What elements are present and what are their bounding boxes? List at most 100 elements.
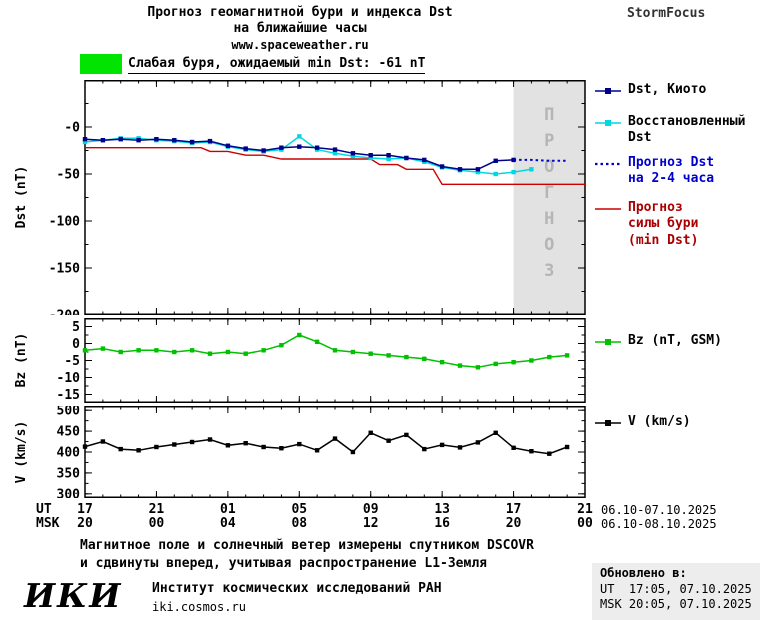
series-marker <box>82 348 88 353</box>
series-marker <box>154 444 159 450</box>
series-marker <box>368 351 373 356</box>
series-marker <box>350 151 356 156</box>
storm-level-swatch <box>80 54 122 74</box>
series-marker <box>368 430 373 435</box>
y-tick-label: -200 <box>49 309 80 316</box>
series-marker <box>136 138 141 143</box>
legend-item-forecast-dst: Прогноз Dst на 2-4 часа <box>595 155 714 188</box>
v-chart-panel: 500 450 400 350 300 <box>57 406 586 498</box>
series-marker <box>172 442 177 447</box>
series-marker <box>82 137 88 142</box>
brand-label: StormFocus <box>627 6 706 21</box>
series-marker <box>118 349 123 355</box>
series-marker <box>207 437 213 442</box>
legend-marker-restored-dst-icon <box>595 120 621 126</box>
msk-tick-row: 20 00 04 08 12 16 20 00 <box>0 516 760 531</box>
y-tick-label: -100 <box>49 215 80 230</box>
legend-item-storm-strength: Прогноз силы бури (min Dst) <box>595 200 698 249</box>
series-marker <box>368 155 373 161</box>
x-tick-label: 08 <box>291 516 308 531</box>
series-marker <box>457 445 463 450</box>
forecast-label: Г <box>544 183 554 203</box>
series-line <box>84 135 532 175</box>
series-marker <box>422 446 427 452</box>
series-marker <box>332 151 338 156</box>
series-marker <box>118 446 123 452</box>
updated-ut: UT 17:05, 07.10.2025 <box>600 582 752 596</box>
series-marker <box>511 445 516 450</box>
series-line <box>84 431 568 455</box>
series-marker <box>136 348 141 353</box>
iki-logo: ИКИ <box>24 576 123 615</box>
series-marker <box>243 146 248 151</box>
y-tick-label: 0 <box>72 337 80 352</box>
storm-alert-text: Слабая буря, ожидаемый min Dst: -61 nT <box>128 56 426 74</box>
series-marker <box>386 156 391 162</box>
series-marker <box>172 349 177 355</box>
series-marker <box>439 360 445 365</box>
legend-label-forecast-dst: Прогноз Dst на 2-4 часа <box>628 155 715 187</box>
series-marker <box>154 137 159 142</box>
series-marker <box>243 351 248 356</box>
series-marker <box>189 348 195 353</box>
series-marker <box>475 169 481 175</box>
series-marker <box>564 444 570 450</box>
series-marker <box>564 353 570 358</box>
series-marker <box>439 164 445 169</box>
series-marker <box>189 439 195 445</box>
series-line <box>513 158 568 162</box>
series-line <box>84 138 514 171</box>
series-marker <box>475 167 481 172</box>
series-marker <box>82 444 88 449</box>
series-marker <box>207 351 213 356</box>
ut-axis-label: UT <box>36 502 52 517</box>
series-marker <box>422 157 427 163</box>
y-tick-label: -5 <box>64 354 80 369</box>
series-marker <box>261 348 266 353</box>
series-marker <box>100 138 106 143</box>
institute-site[interactable]: iki.cosmos.ru <box>152 600 246 614</box>
x-tick-label: 20 <box>505 516 522 531</box>
y-tick-label: -150 <box>49 262 80 277</box>
series-marker <box>457 167 463 172</box>
series-marker <box>493 361 498 367</box>
series-marker <box>261 148 266 153</box>
y-tick-label: 300 <box>57 487 81 498</box>
series-marker <box>350 449 356 455</box>
series-marker <box>404 354 409 360</box>
measurement-note-line1: Магнитное поле и солнечный ветер измерен… <box>80 538 534 553</box>
x-tick-label: 21 <box>148 502 165 517</box>
series-marker <box>350 153 356 159</box>
series-marker <box>439 442 445 448</box>
bz-chart-panel: 5 0 -5 -10 -15 <box>57 318 586 403</box>
series-marker <box>297 144 302 149</box>
updated-box <box>592 563 760 620</box>
x-tick-label: 12 <box>362 516 379 531</box>
y-tick-label: 350 <box>57 466 81 481</box>
series-marker <box>100 439 106 444</box>
series-marker <box>350 349 356 355</box>
date-range-msk: 06.10-08.10.2025 <box>601 517 717 531</box>
forecast-label: З <box>544 261 554 281</box>
series-marker <box>511 360 516 365</box>
x-tick-label: 17 <box>77 502 93 517</box>
x-tick-label: 21 <box>577 502 593 517</box>
series-marker <box>529 167 534 172</box>
legend-label-v: V (km/s) <box>628 414 691 429</box>
series-marker <box>547 451 552 456</box>
series-marker <box>314 145 320 150</box>
legend-label-dst-kyoto: Dst, Киото <box>628 82 707 97</box>
legend-item-bz: Bz (nT, GSM) <box>595 333 722 349</box>
series-marker <box>225 443 231 448</box>
series-marker <box>136 448 141 453</box>
y-tick-label: -10 <box>57 371 81 386</box>
series-marker <box>404 155 409 161</box>
legend-item-restored-dst: Восстановленный Dst <box>595 114 745 147</box>
series-marker <box>493 430 498 435</box>
x-tick-label: 05 <box>291 502 308 517</box>
series-marker <box>297 332 302 338</box>
forecast-region <box>513 80 585 315</box>
series-line <box>85 146 585 186</box>
series-line <box>84 334 568 369</box>
